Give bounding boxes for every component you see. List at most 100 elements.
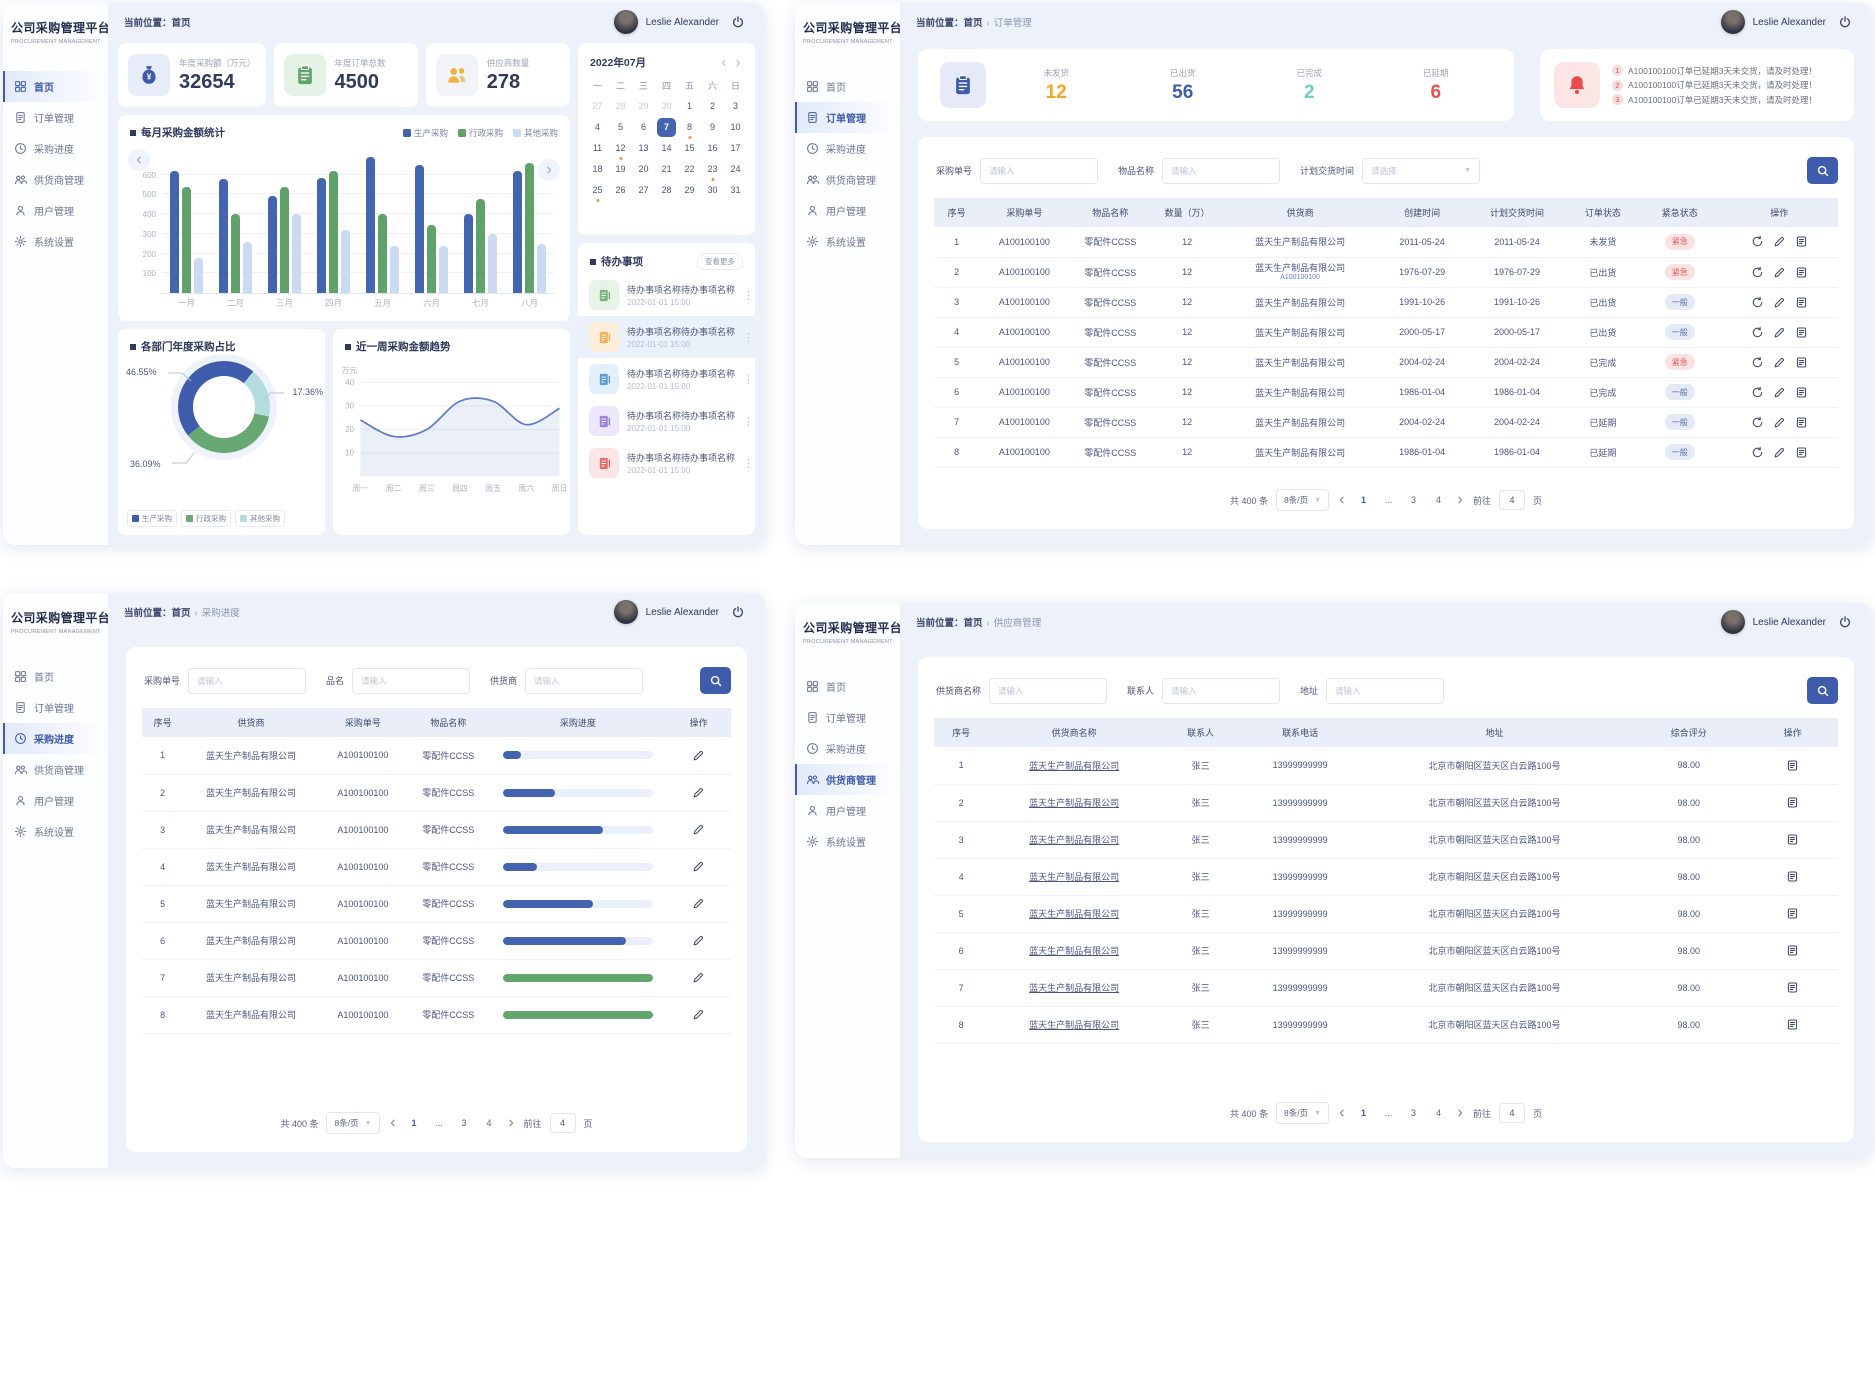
bar-生产采购[interactable] (268, 196, 277, 293)
sidebar-item-2[interactable]: 采购进度 (3, 133, 108, 164)
bar-生产采购[interactable] (170, 170, 179, 293)
calendar-day-27[interactable]: 27 (638, 185, 649, 195)
avatar[interactable] (613, 10, 638, 34)
page-number-4[interactable]: 4 (1436, 1108, 1442, 1118)
legend-chip[interactable]: 生产采购 (127, 510, 177, 527)
donut-chart[interactable] (178, 361, 270, 453)
bar-生产采购[interactable] (366, 157, 375, 293)
calendar-day-30[interactable]: 30 (661, 101, 672, 111)
detail-icon[interactable] (1795, 446, 1808, 459)
calendar-day-14[interactable]: 14 (661, 143, 672, 153)
page-number-3[interactable]: 3 (1411, 1108, 1417, 1118)
calendar-day-25[interactable]: 25 (588, 181, 607, 202)
page-number-4[interactable]: 4 (1436, 495, 1442, 505)
detail-icon[interactable] (1786, 981, 1799, 994)
sidebar-item-1[interactable]: 订单管理 (795, 102, 900, 133)
goto-page-input[interactable] (1499, 490, 1526, 510)
bar-其他采购[interactable] (341, 229, 350, 293)
supplier-link[interactable]: 蓝天生产制品有限公司 (1029, 909, 1120, 919)
notice-row[interactable]: 1 A100100100订单已延期3天未交货，请及时处理！ (1612, 65, 1817, 77)
breadcrumb-home[interactable]: 首页 (963, 618, 983, 629)
page-number-1[interactable]: 1 (1361, 495, 1367, 505)
page-number-...[interactable]: ... (435, 1118, 443, 1128)
next-page-icon[interactable] (1455, 1108, 1465, 1118)
refresh-icon[interactable] (1751, 296, 1764, 309)
filter-select[interactable]: 请选择 ▼ (1362, 157, 1481, 184)
prev-page-icon[interactable] (1337, 495, 1347, 505)
detail-icon[interactable] (1795, 266, 1808, 279)
page-size-select[interactable]: 8条/页 ▼ (1275, 1102, 1330, 1124)
edit-icon[interactable] (692, 823, 705, 836)
breadcrumb-home[interactable]: 首页 (171, 18, 191, 29)
calendar-day-29[interactable]: 29 (638, 101, 649, 111)
page-number-3[interactable]: 3 (461, 1118, 467, 1128)
sidebar-item-4[interactable]: 用户管理 (3, 195, 108, 226)
supplier-link[interactable]: 蓝天生产制品有限公司 (1029, 946, 1120, 956)
detail-icon[interactable] (1786, 759, 1799, 772)
page-number-1[interactable]: 1 (411, 1118, 417, 1128)
detail-icon[interactable] (1786, 944, 1799, 957)
detail-icon[interactable] (1795, 235, 1808, 248)
sidebar-item-0[interactable]: 首页 (3, 71, 108, 102)
search-button[interactable] (1807, 677, 1838, 704)
calendar-day-27[interactable]: 27 (592, 101, 603, 111)
edit-icon[interactable] (1773, 356, 1786, 369)
calendar-day-12[interactable]: 12 (611, 139, 630, 160)
filter-input[interactable] (1162, 157, 1281, 184)
prev-page-icon[interactable] (388, 1118, 398, 1128)
search-button[interactable] (700, 667, 731, 694)
notice-row[interactable]: 2 A100100100订单已延期3天未交货，请及时处理！ (1612, 79, 1817, 91)
edit-icon[interactable] (692, 897, 705, 910)
bar-生产采购[interactable] (219, 178, 228, 293)
sidebar-item-5[interactable]: 系统设置 (795, 826, 900, 857)
bar-行政采购[interactable] (329, 170, 338, 293)
detail-icon[interactable] (1795, 386, 1808, 399)
calendar-day-24[interactable]: 24 (730, 164, 741, 174)
legend-chip[interactable]: 行政采购 (181, 510, 231, 527)
todo-item[interactable]: 待办事项名称待办事项名称 2022-01-01 15:00 ⋮ (578, 274, 755, 316)
avatar[interactable] (1720, 10, 1745, 34)
edit-icon[interactable] (1773, 416, 1786, 429)
bar-行政采购[interactable] (280, 186, 289, 293)
bar-生产采购[interactable] (464, 214, 473, 293)
bar-行政采购[interactable] (427, 225, 436, 293)
sidebar-item-3[interactable]: 供货商管理 (3, 754, 108, 785)
sidebar-item-5[interactable]: 系统设置 (795, 226, 900, 257)
edit-icon[interactable] (692, 971, 705, 984)
supplier-link[interactable]: 蓝天生产制品有限公司 (1029, 760, 1120, 771)
bar-行政采购[interactable] (182, 186, 191, 293)
page-size-select[interactable]: 8条/页 ▼ (326, 1112, 380, 1134)
sidebar-item-0[interactable]: 首页 (3, 661, 108, 692)
bar-生产采购[interactable] (513, 170, 522, 293)
search-button[interactable] (1807, 157, 1838, 184)
supplier-link[interactable]: 蓝天生产制品有限公司 (1029, 872, 1120, 882)
sidebar-item-2[interactable]: 采购进度 (795, 133, 900, 164)
sidebar-item-2[interactable]: 采购进度 (3, 723, 108, 754)
todo-item[interactable]: 待办事项名称待办事项名称 2022-01-01 15:00 ⋮ (578, 442, 755, 484)
todo-item[interactable]: 待办事项名称待办事项名称 2022-01-01 15:00 ⋮ (578, 316, 755, 358)
calendar-day-2[interactable]: 2 (709, 101, 715, 111)
bar-其他采购[interactable] (292, 214, 301, 293)
chart-prev-button[interactable] (128, 149, 150, 171)
calendar-day-30[interactable]: 30 (707, 185, 718, 195)
page-number-...[interactable]: ... (1384, 1108, 1393, 1118)
sidebar-item-1[interactable]: 订单管理 (795, 702, 900, 733)
bar-其他采购[interactable] (194, 257, 203, 293)
calendar-day-16[interactable]: 16 (707, 143, 718, 153)
chart-next-button[interactable] (538, 159, 560, 181)
calendar-prev-icon[interactable] (719, 58, 729, 68)
calendar-day-26[interactable]: 26 (615, 185, 626, 195)
sidebar-item-3[interactable]: 供货商管理 (795, 764, 900, 795)
detail-icon[interactable] (1786, 796, 1799, 809)
calendar-day-31[interactable]: 31 (730, 185, 741, 195)
breadcrumb-home[interactable]: 首页 (171, 608, 191, 619)
calendar-day-20[interactable]: 20 (638, 164, 649, 174)
edit-icon[interactable] (1773, 296, 1786, 309)
view-more-button[interactable]: 查看更多 (697, 253, 743, 270)
sidebar-item-5[interactable]: 系统设置 (3, 816, 108, 847)
filter-input[interactable] (188, 667, 307, 694)
detail-icon[interactable] (1795, 356, 1808, 369)
calendar-day-28[interactable]: 28 (615, 101, 626, 111)
calendar-day-10[interactable]: 10 (730, 122, 741, 132)
prev-page-icon[interactable] (1337, 1108, 1347, 1118)
